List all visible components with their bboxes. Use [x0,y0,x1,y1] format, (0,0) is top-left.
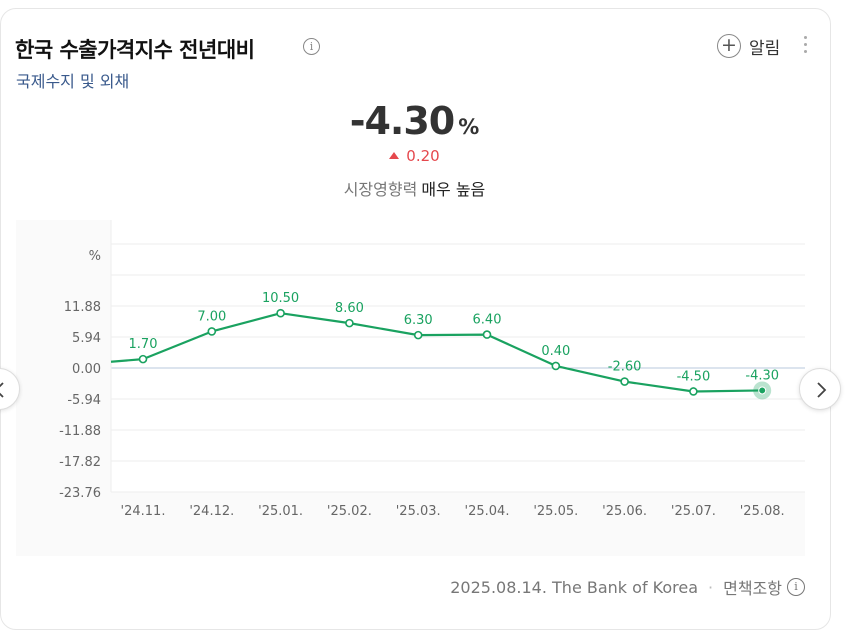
category-link[interactable]: 국제수지 및 외채 [16,72,130,91]
data-point [620,377,629,386]
data-label: 10.50 [262,291,299,306]
x-tick-label: '25.02. [327,504,372,519]
value-number: -4.30 [349,99,456,143]
data-point [689,387,698,396]
data-point [276,308,285,318]
x-tick-label: '25.07. [671,504,716,519]
x-tick-label: '25.06. [602,504,647,519]
page-title: 한국 수출가격지수 전년대비 [15,38,255,62]
y-tick-label: -23.76 [59,486,101,501]
impact-label: 시장영향력 [343,180,418,199]
x-tick-label: '24.12. [189,504,234,519]
data-point [551,361,561,371]
info-icon[interactable]: i [303,38,320,55]
data-label: 7.00 [197,309,226,324]
market-impact: 시장영향력 매우 높음 [0,176,829,200]
change-value: 0.20 [406,147,440,165]
data-point [482,330,492,339]
data-point [413,330,423,340]
data-point [138,354,148,364]
y-axis-unit: % [89,249,101,264]
x-tick-label: '25.05. [533,504,578,519]
data-label: -4.50 [677,369,711,384]
x-tick-label: '24.11. [121,504,166,519]
disclaimer-info-icon[interactable]: i [787,578,805,596]
data-label: -4.30 [745,368,779,383]
x-tick-label: '25.03. [396,504,441,519]
y-tick-label: 5.94 [72,331,101,346]
chevron-right-icon [817,382,827,398]
more-menu-icon[interactable] [800,36,810,56]
x-tick-label: '25.08. [740,504,785,519]
alarm-button[interactable]: + 알림 [717,33,780,59]
footer: 2025.08.14. The Bank of Korea · 면책조항 i [450,575,805,599]
disclaimer-link[interactable]: 면책조항 [723,579,782,598]
data-label: 8.60 [335,301,364,316]
y-tick-label: -17.82 [59,455,101,470]
data-point [345,318,354,328]
y-tick-label: -11.88 [59,424,101,439]
plus-icon: + [717,34,741,58]
change-indicator: 0.20 [0,147,829,165]
chevron-left-icon [0,382,4,398]
alarm-label: 알림 [749,38,781,59]
data-label: 0.40 [541,344,570,359]
next-button[interactable] [799,368,841,410]
x-tick-label: '25.04. [465,504,510,519]
data-label: 6.40 [473,313,502,328]
data-label: -2.60 [608,360,642,375]
source-text: 2025.08.14. The Bank of Korea [450,577,699,597]
x-tick-label: '25.01. [258,504,303,519]
y-tick-label: -5.94 [67,393,101,408]
y-tick-label: 11.88 [64,300,101,315]
line-chart: % 11.88 5.94 0.00 -5.94 -11.88 -17.82 -23.76 '24… [16,220,805,556]
impact-level: 매우 높음 [421,180,486,199]
data-point-current [758,386,767,395]
data-label: 1.70 [129,337,158,352]
data-label: 6.30 [404,313,433,328]
plot-area [111,220,805,492]
current-value: -4.30% [0,99,829,143]
y-tick-label: 0.00 [72,362,101,377]
separator: · [708,577,714,597]
data-point [207,327,217,336]
prev-button[interactable] [0,368,20,410]
value-unit: % [458,115,480,139]
up-arrow-icon [389,152,400,159]
